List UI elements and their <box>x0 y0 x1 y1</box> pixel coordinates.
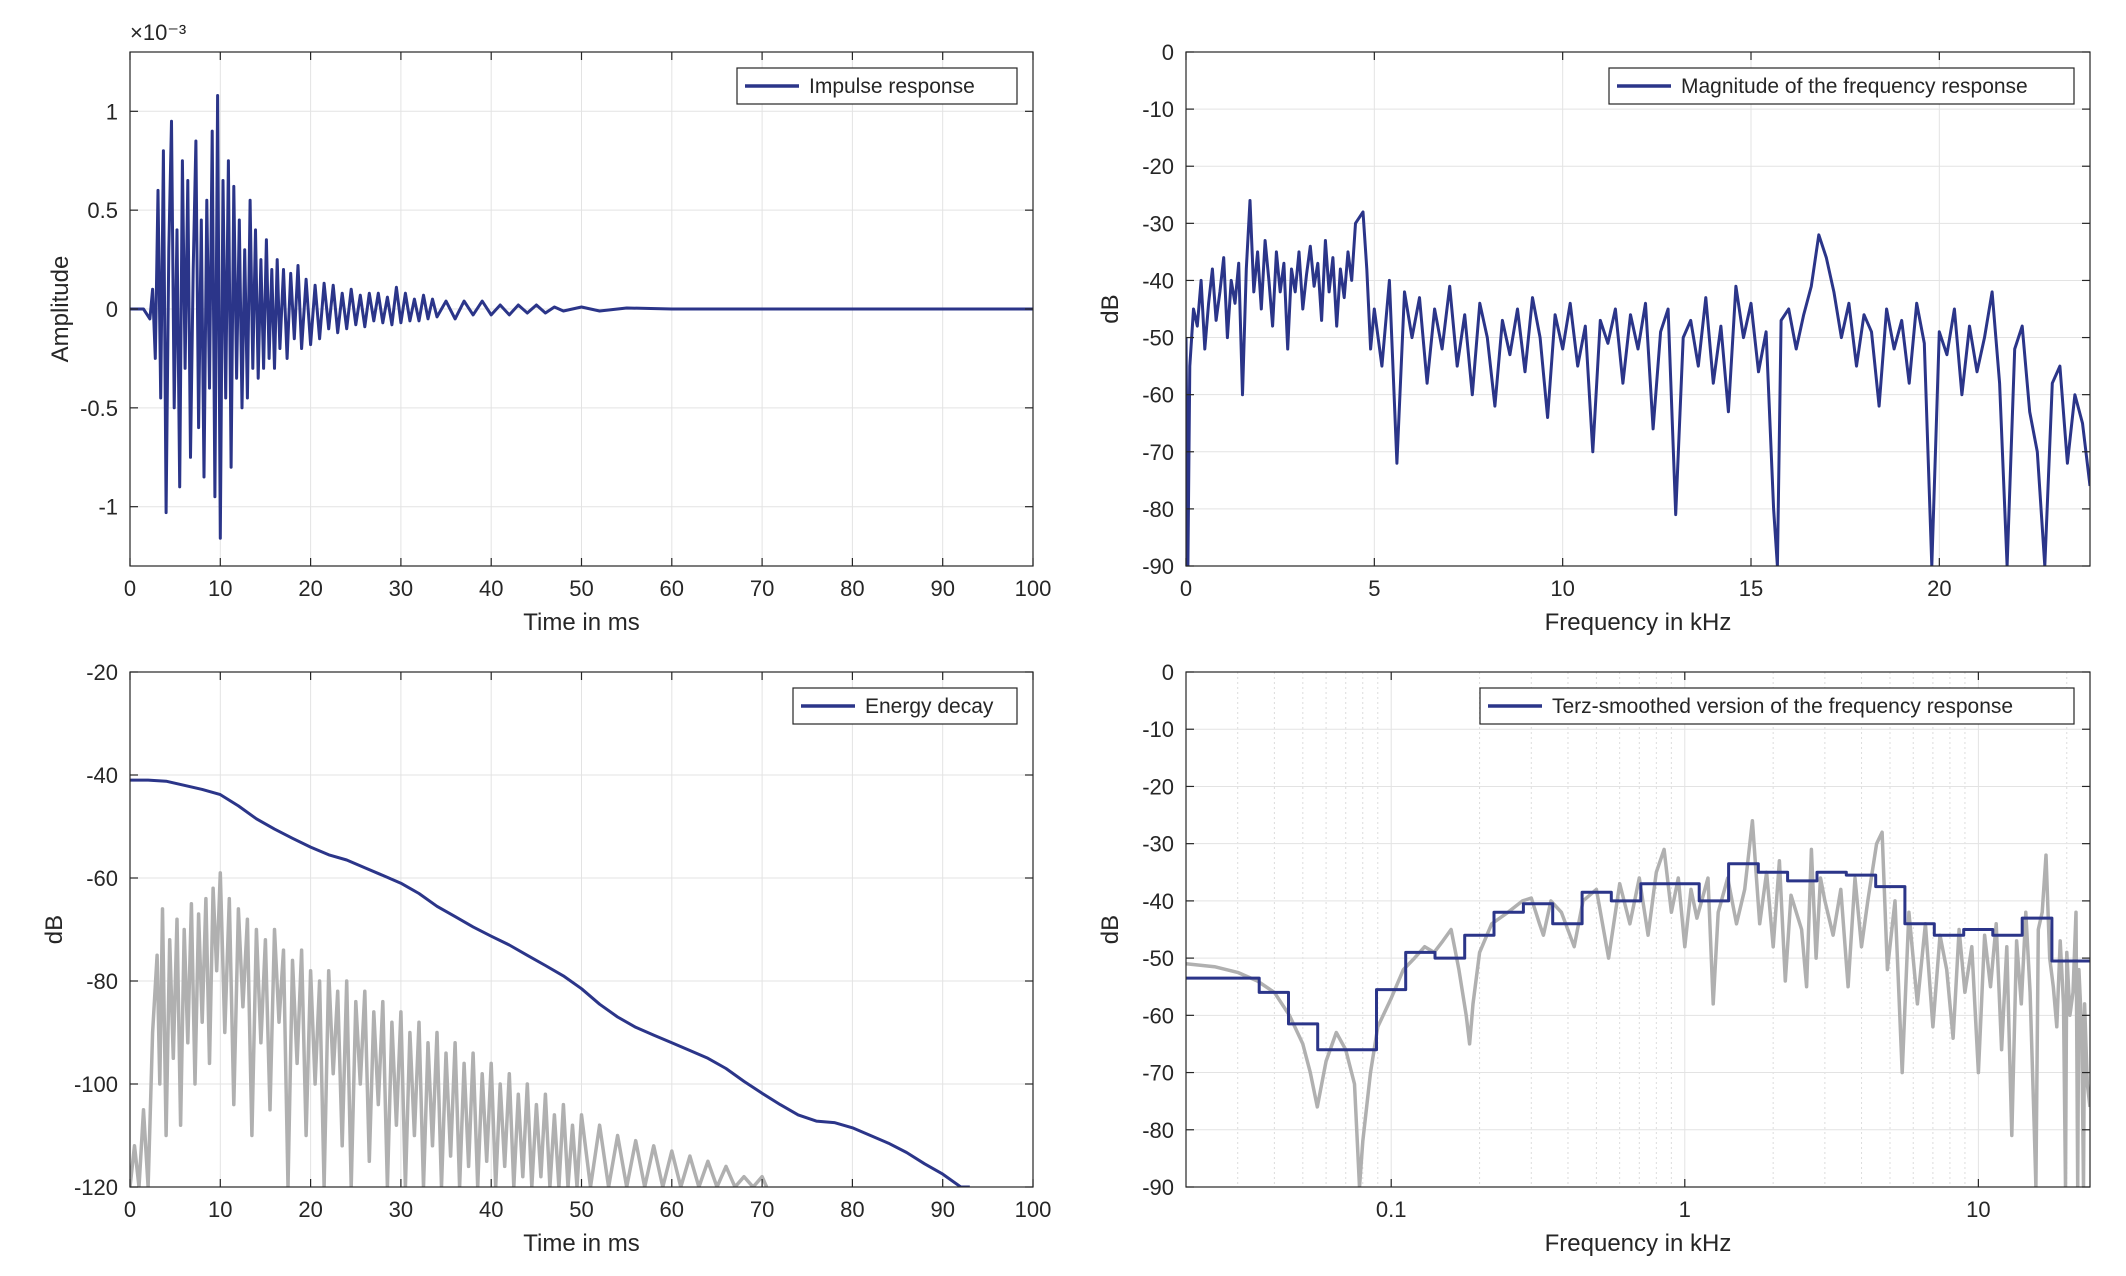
magnitude-legend: Magnitude of the frequency response <box>1608 67 2075 105</box>
terz-y-axis-label: dB <box>1097 915 1124 944</box>
terz-x-tick-label: 1 <box>1679 1197 1691 1222</box>
energy-y-tick-label: -20 <box>86 660 118 685</box>
energy-x-tick-label: 30 <box>389 1197 413 1222</box>
impulse-x-tick-label: 40 <box>479 576 503 601</box>
magnitude-legend-label: Magnitude of the frequency response <box>1681 75 2028 98</box>
energy-y-tick-label: -40 <box>86 763 118 788</box>
terz-legend: Terz-smoothed version of the frequency r… <box>1479 687 2075 725</box>
magnitude-x-tick-label: 5 <box>1368 576 1380 601</box>
magnitude-x-tick-label: 20 <box>1927 576 1951 601</box>
magnitude-y-tick-label: -90 <box>1142 554 1174 579</box>
impulse-legend-label: Impulse response <box>809 75 975 98</box>
energy-x-tick-label: 60 <box>660 1197 684 1222</box>
impulse-x-tick-label: 10 <box>208 576 232 601</box>
energy-x-tick-label: 40 <box>479 1197 503 1222</box>
terz-x-tick-label: 0.1 <box>1376 1197 1407 1222</box>
magnitude-y-tick-label: -20 <box>1142 154 1174 179</box>
terz-chart: 0.1 1 10 -90 -80 -70 -60 -50 -40 -30 -20 -10 0 Freque… <box>1097 660 2091 1257</box>
terz-y-tick-label: -50 <box>1142 946 1174 971</box>
magnitude-y-axis-label: dB <box>1097 294 1124 323</box>
energy-y-tick-label: -120 <box>74 1175 118 1200</box>
energy-series-background-line <box>130 871 769 1187</box>
terz-y-tick-label: -80 <box>1142 1118 1174 1143</box>
energy-x-tick-label: 90 <box>930 1197 954 1222</box>
energy-x-tick-label: 100 <box>1015 1197 1052 1222</box>
terz-y-tick-label: -90 <box>1142 1175 1174 1200</box>
magnitude-series-main-line <box>1186 199 2090 566</box>
magnitude-x-axis-label: Frequency in kHz <box>1545 609 1732 636</box>
impulse-legend: Impulse response <box>736 67 1018 105</box>
terz-series-main-line <box>1186 862 2090 1052</box>
magnitude-chart: 0 5 10 15 20 -90 -80 -70 -60 -50 -40 -30 -20 -10 0 Freq… <box>1097 40 2091 636</box>
terz-legend-box <box>1479 687 2075 725</box>
terz-minor-grid <box>1237 672 2068 1187</box>
impulse-y-tick-label: -1 <box>98 495 118 520</box>
energy-x-axis-label: Time in ms <box>523 1230 639 1257</box>
energy-legend: Energy decay <box>792 687 1018 725</box>
magnitude-grid <box>1185 51 2090 567</box>
energy-y-tick-label: -80 <box>86 969 118 994</box>
impulse-y-axis-label: Amplitude <box>47 256 74 363</box>
energy-legend-label: Energy decay <box>865 695 994 718</box>
magnitude-y-tick-label: -70 <box>1142 440 1174 465</box>
impulse-x-tick-label: 20 <box>298 576 322 601</box>
terz-y-tick-label: -40 <box>1142 889 1174 914</box>
energy-y-tick-label: -60 <box>86 866 118 891</box>
impulse-x-tick-label: 90 <box>930 576 954 601</box>
magnitude-x-tick-label: 10 <box>1550 576 1574 601</box>
impulse-exponent-label: ×10⁻³ <box>130 20 186 45</box>
magnitude-y-tick-label: -50 <box>1142 326 1174 351</box>
terz-axes-box <box>1185 671 2091 1188</box>
impulse-x-tick-label: 50 <box>569 576 593 601</box>
impulse-x-tick-label: 60 <box>660 576 684 601</box>
terz-y-tick-label: -30 <box>1142 832 1174 857</box>
terz-y-tick-label: -20 <box>1142 774 1174 799</box>
terz-x-axis-label: Frequency in kHz <box>1545 1230 1732 1257</box>
impulse-x-tick-label: 30 <box>389 576 413 601</box>
magnitude-x-tick-label: 15 <box>1739 576 1763 601</box>
magnitude-legend-box <box>1608 67 2075 105</box>
energy-x-tick-label: 50 <box>569 1197 593 1222</box>
terz-plot-area <box>1186 672 2090 1187</box>
terz-series-background-line <box>1186 819 2090 1187</box>
impulse-x-tick-label: 100 <box>1015 576 1052 601</box>
magnitude-y-tick-label: -30 <box>1142 211 1174 236</box>
magnitude-axes-box <box>1185 51 2091 567</box>
magnitude-y-tick-label: 0 <box>1162 40 1174 65</box>
impulse-y-tick-label: -0.5 <box>80 396 118 421</box>
energy-x-tick-label: 0 <box>124 1197 136 1222</box>
magnitude-y-tick-label: -10 <box>1142 97 1174 122</box>
terz-y-tick-label: -60 <box>1142 1003 1174 1028</box>
energy-chart: 0 10 20 30 40 50 60 70 80 90 100 -120 -100 -80 -60 -40 -… <box>41 660 1051 1257</box>
terz-y-tick-label: 0 <box>1162 660 1174 685</box>
magnitude-y-tick-label: -60 <box>1142 383 1174 408</box>
energy-x-tick-label: 80 <box>840 1197 864 1222</box>
impulse-x-tick-label: 80 <box>840 576 864 601</box>
terz-legend-label: Terz-smoothed version of the frequency r… <box>1552 695 2013 718</box>
impulse-y-tick-label: 0.5 <box>87 198 118 223</box>
impulse-x-tick-label: 70 <box>750 576 774 601</box>
energy-y-axis-label: dB <box>41 915 68 944</box>
magnitude-x-tick-label: 0 <box>1180 576 1192 601</box>
impulse-x-tick-label: 0 <box>124 576 136 601</box>
energy-x-tick-label: 20 <box>298 1197 322 1222</box>
impulse-x-axis-label: Time in ms <box>523 609 639 636</box>
terz-y-tick-label: -10 <box>1142 717 1174 742</box>
impulse-y-tick-label: 1 <box>106 99 118 124</box>
impulse-y-tick-label: 0 <box>106 297 118 322</box>
impulse-chart: 0 10 20 30 40 50 60 70 80 90 100 -1 -0.5 0 0.5 1 Time in… <box>47 20 1051 636</box>
energy-x-tick-label: 70 <box>750 1197 774 1222</box>
energy-series-main-line <box>130 778 970 1187</box>
impulse-series-main-line <box>130 94 1033 540</box>
energy-y-tick-label: -100 <box>74 1072 118 1097</box>
terz-x-tick-label: 10 <box>1966 1197 1990 1222</box>
magnitude-y-tick-label: -80 <box>1142 497 1174 522</box>
energy-x-tick-label: 10 <box>208 1197 232 1222</box>
magnitude-y-tick-label: -40 <box>1142 268 1174 293</box>
terz-y-tick-label: -70 <box>1142 1061 1174 1086</box>
